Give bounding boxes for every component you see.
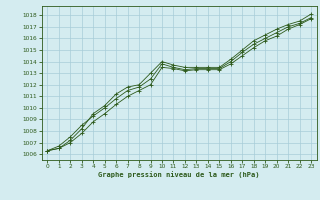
- X-axis label: Graphe pression niveau de la mer (hPa): Graphe pression niveau de la mer (hPa): [99, 171, 260, 178]
